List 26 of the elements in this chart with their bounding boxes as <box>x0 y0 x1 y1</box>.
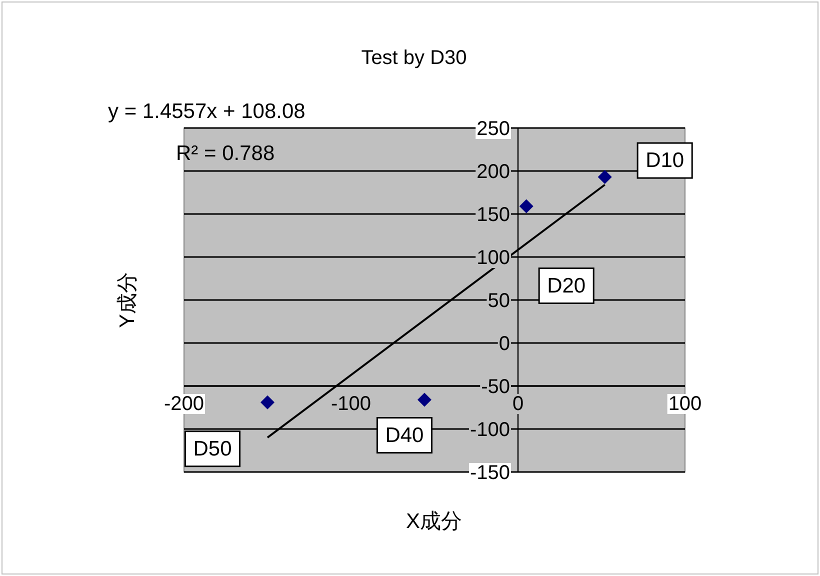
chart-title: Test by D30 <box>361 47 467 69</box>
data-label: D50 <box>193 437 232 460</box>
point <box>519 199 534 214</box>
y-tick-label: 250 <box>476 118 510 140</box>
x-tick-label: -100 <box>330 393 372 415</box>
point <box>417 392 432 407</box>
annotation: R² = 0.788 <box>176 142 275 165</box>
x-tick-label: 0 <box>512 393 524 415</box>
y-tick-label: -150 <box>470 462 510 484</box>
point <box>598 170 612 184</box>
y-tick-label: -50 <box>481 376 510 398</box>
y-tick-label: 200 <box>476 161 510 183</box>
x-axis-title: X成分 <box>406 510 462 533</box>
y-tick-label: 150 <box>476 204 510 226</box>
y-tick-label: 50 <box>488 290 510 312</box>
y-tick-label: 0 <box>498 333 510 355</box>
x-tick-label: 100 <box>668 393 702 415</box>
point <box>260 395 274 410</box>
x-tick-label: -200 <box>164 393 204 415</box>
y-tick-label: -100 <box>470 419 510 441</box>
data-label: D10 <box>646 149 684 172</box>
data-label: D40 <box>385 424 424 447</box>
y-tick-label: 100 <box>476 247 510 269</box>
data-label: D20 <box>547 274 586 298</box>
text: y = 1.4557x + 108.08 <box>108 100 306 123</box>
y-axis-title: Y成分 <box>116 272 139 328</box>
